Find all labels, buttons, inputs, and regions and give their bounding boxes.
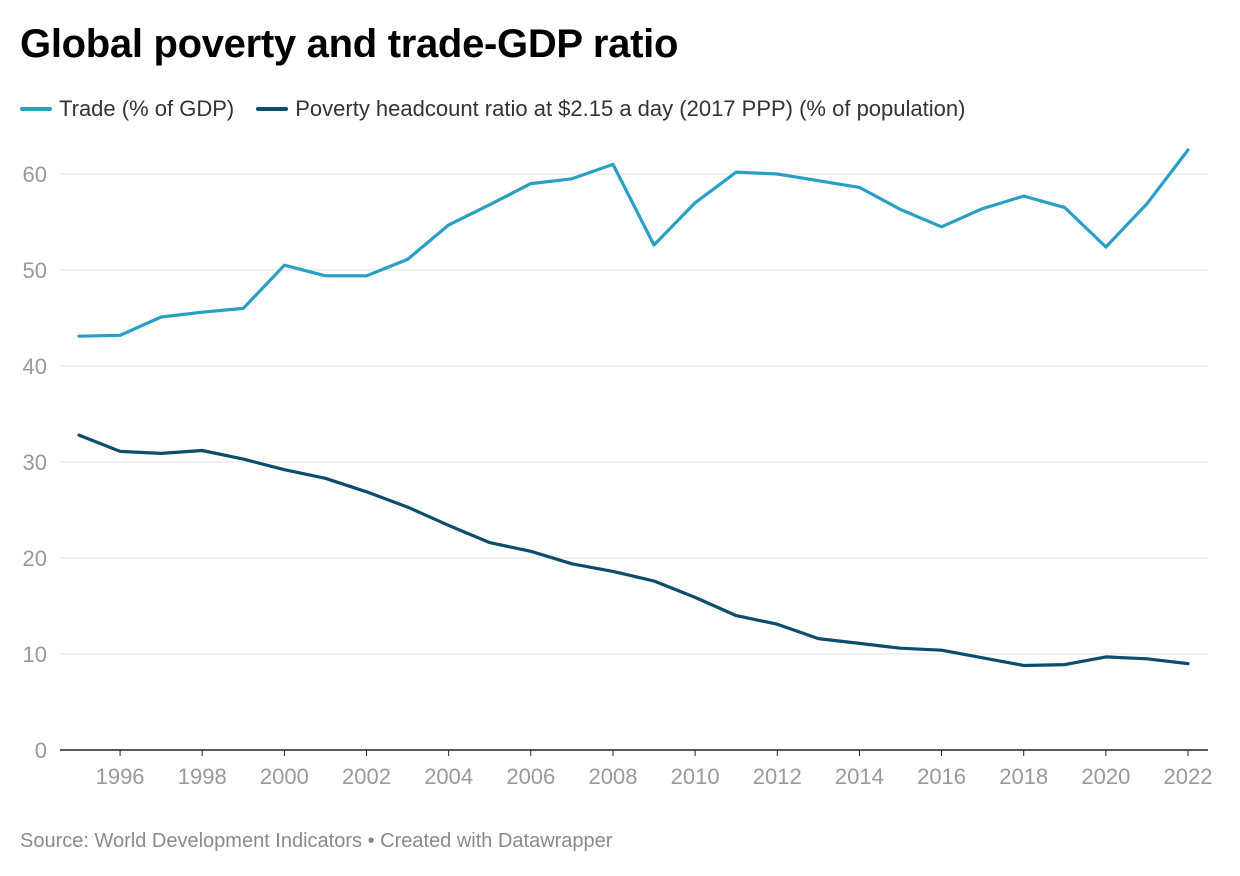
x-tick-label-1996: 1996 — [96, 764, 145, 789]
chart-title: Global poverty and trade-GDP ratio — [20, 22, 679, 66]
x-tick-label-2010: 2010 — [671, 764, 720, 789]
legend-swatch-trade — [20, 107, 52, 111]
x-tick-label-2014: 2014 — [835, 764, 884, 789]
y-tick-label-60: 60 — [23, 162, 47, 187]
y-tick-label-50: 50 — [23, 258, 47, 283]
series-line-trade — [77, 148, 1190, 338]
legend: Trade (% of GDP) Poverty headcount ratio… — [20, 96, 987, 122]
gridlines — [60, 173, 1208, 751]
y-tick-label-20: 20 — [23, 546, 47, 571]
y-tick-label-0: 0 — [35, 738, 47, 763]
series-lines — [77, 148, 1190, 668]
x-tick-label-2020: 2020 — [1081, 764, 1130, 789]
x-tick-label-2004: 2004 — [424, 764, 473, 789]
y-tick-label-40: 40 — [23, 354, 47, 379]
y-tick-label-30: 30 — [23, 450, 47, 475]
x-axis-ticks: 1996 1998 2000 2002 2004 2006 2008 2010 2012 2014… — [96, 750, 1213, 789]
x-tick-label-2022: 2022 — [1164, 764, 1213, 789]
legend-item-trade: Trade (% of GDP) — [20, 96, 234, 122]
legend-item-poverty: Poverty headcount ratio at $2.15 a day (… — [256, 96, 965, 122]
x-tick-label-2012: 2012 — [753, 764, 802, 789]
x-tick-label-2006: 2006 — [506, 764, 555, 789]
x-tick-label-2018: 2018 — [999, 764, 1048, 789]
x-tick-label-2016: 2016 — [917, 764, 966, 789]
source-note: Source: World Development Indicators • C… — [20, 830, 613, 852]
y-tick-label-10: 10 — [23, 642, 47, 667]
legend-label-poverty: Poverty headcount ratio at $2.15 a day (… — [295, 96, 966, 121]
legend-label-trade: Trade (% of GDP) — [59, 96, 235, 121]
series-line-poverty — [77, 433, 1190, 668]
legend-swatch-poverty — [256, 107, 289, 111]
line-chart: 0 10 20 30 40 50 60 1996 1998 2000 2002 2004 2006 20… — [23, 148, 1213, 789]
y-axis-ticks: 0 10 20 30 40 50 60 — [23, 162, 47, 763]
x-tick-label-1998: 1998 — [178, 764, 227, 789]
x-tick-label-2000: 2000 — [260, 764, 309, 789]
x-tick-label-2008: 2008 — [588, 764, 637, 789]
x-tick-label-2002: 2002 — [342, 764, 391, 789]
